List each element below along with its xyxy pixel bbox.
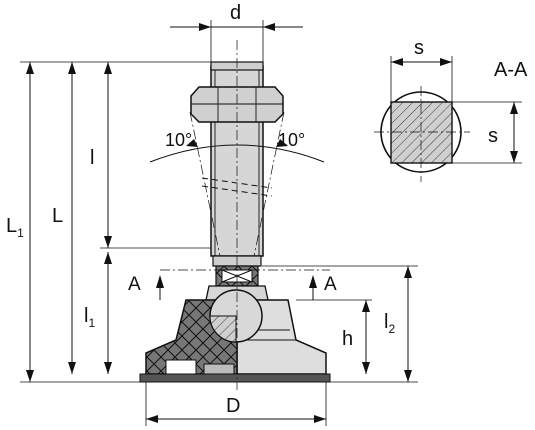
section-mark-right: A bbox=[324, 274, 337, 295]
dim-l-label: l bbox=[90, 147, 94, 169]
dim-s-top-label: s bbox=[414, 37, 424, 59]
dim-l2-label: l2 bbox=[384, 311, 395, 336]
dimensions: d L1 L l l1 h bbox=[6, 2, 418, 426]
angle-label-left: 10° bbox=[165, 130, 192, 150]
dim-L-label: L bbox=[52, 205, 63, 227]
rubber-pad bbox=[139, 373, 331, 383]
dim-s-side-label: s bbox=[488, 125, 498, 147]
main-view: 10° 10° A A bbox=[128, 40, 337, 390]
angle-label-right: 10° bbox=[278, 130, 305, 150]
section-title: A-A bbox=[494, 59, 528, 81]
dim-L1-label: L1 bbox=[6, 215, 24, 240]
dim-d-label: d bbox=[230, 2, 241, 24]
section-view: A-A s s bbox=[374, 37, 528, 182]
section-mark-left: A bbox=[128, 274, 141, 295]
dim-D-label: D bbox=[226, 395, 240, 417]
dim-l1-label: l1 bbox=[84, 305, 95, 330]
section-square bbox=[390, 101, 453, 164]
dim-h-label: h bbox=[342, 328, 353, 350]
hex-nut bbox=[190, 86, 284, 123]
